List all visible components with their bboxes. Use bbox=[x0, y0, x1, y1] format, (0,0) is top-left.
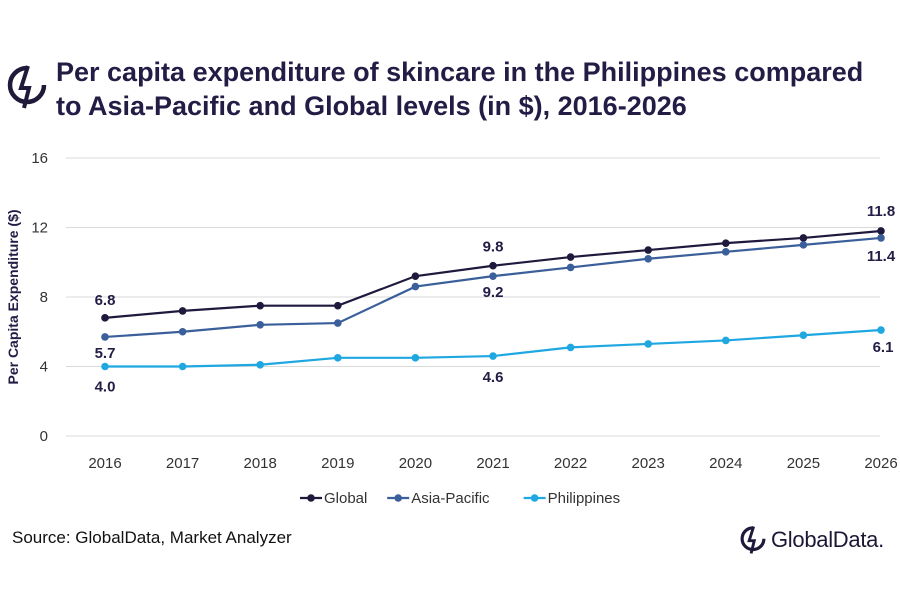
data-point-global bbox=[101, 314, 109, 322]
data-point-philippines bbox=[256, 360, 265, 369]
x-tick-label: 2019 bbox=[321, 455, 354, 472]
data-label: 9.8 bbox=[483, 239, 504, 256]
data-point-asia-pacific bbox=[566, 263, 575, 272]
chart-title: Per capita expenditure of skincare in th… bbox=[56, 57, 864, 121]
data-label: 11.8 bbox=[867, 203, 895, 220]
data-point-global bbox=[489, 261, 497, 270]
data-point-asia-pacific bbox=[489, 272, 497, 280]
data-label: 6.8 bbox=[95, 292, 116, 309]
x-tick-label: 2022 bbox=[554, 455, 587, 472]
data-point-global bbox=[722, 239, 730, 247]
data-point-asia-pacific bbox=[101, 333, 109, 341]
data-point-global bbox=[334, 301, 342, 310]
series-line-philippines bbox=[105, 328, 882, 368]
legend-label: Asia-Pacific bbox=[411, 490, 490, 507]
data-point-global bbox=[178, 307, 187, 315]
footer-divider bbox=[0, 510, 900, 511]
data-point-asia-pacific bbox=[411, 282, 420, 291]
data-label: 11.4 bbox=[867, 248, 896, 265]
data-label: 9.2 bbox=[483, 284, 504, 301]
x-tick-label: 2021 bbox=[476, 455, 509, 472]
x-tick-label: 2025 bbox=[787, 455, 820, 472]
legend-marker bbox=[307, 494, 315, 502]
legend-label: Philippines bbox=[548, 490, 621, 507]
data-point-asia-pacific bbox=[178, 327, 187, 336]
data-point-philippines bbox=[334, 354, 342, 362]
data-point-philippines bbox=[411, 354, 420, 362]
globaldata-brand-icon bbox=[740, 526, 766, 554]
data-point-philippines bbox=[644, 340, 652, 348]
source-note: Source: GlobalData, Market Analyzer bbox=[12, 528, 292, 547]
data-point-philippines bbox=[799, 331, 808, 340]
y-axis-label: Per Capita Expenditure ($) bbox=[5, 209, 21, 384]
globaldata-logo-icon bbox=[7, 65, 47, 109]
legend-label: Global bbox=[324, 490, 367, 507]
x-tick-label: 2017 bbox=[166, 455, 199, 472]
data-point-global bbox=[877, 227, 885, 235]
y-tick-label: 16 bbox=[31, 150, 48, 167]
data-point-global bbox=[411, 272, 420, 280]
x-tick-label: 2020 bbox=[399, 455, 432, 472]
data-label: 5.7 bbox=[95, 345, 116, 362]
x-tick-label: 2024 bbox=[709, 455, 742, 472]
legend-marker bbox=[394, 494, 403, 502]
data-point-philippines bbox=[566, 343, 575, 352]
data-point-global bbox=[799, 234, 808, 242]
y-tick-label: 12 bbox=[31, 220, 48, 237]
data-label: 6.1 bbox=[873, 339, 894, 356]
data-point-asia-pacific bbox=[256, 321, 265, 329]
brand-name: GlobalData. bbox=[771, 527, 884, 552]
data-point-philippines bbox=[101, 362, 109, 371]
x-tick-label: 2026 bbox=[864, 455, 897, 472]
data-point-asia-pacific bbox=[722, 248, 730, 256]
data-point-philippines bbox=[722, 336, 730, 345]
data-point-asia-pacific bbox=[799, 241, 808, 249]
data-point-global bbox=[256, 301, 265, 310]
data-point-philippines bbox=[877, 326, 885, 334]
x-tick-label: 2016 bbox=[88, 455, 121, 472]
y-tick-label: 4 bbox=[40, 359, 48, 376]
data-point-asia-pacific bbox=[334, 319, 342, 327]
data-point-global bbox=[566, 253, 575, 261]
data-label: 4.6 bbox=[483, 369, 504, 386]
data-label: 4.0 bbox=[95, 379, 116, 396]
data-point-philippines bbox=[178, 362, 187, 371]
x-tick-label: 2018 bbox=[244, 455, 277, 472]
legend-marker bbox=[530, 494, 539, 502]
x-tick-label: 2023 bbox=[632, 455, 665, 472]
data-point-global bbox=[644, 246, 652, 254]
line-chart: 0 4 8 12 16 2016 2017 2018 2019 2020 2021 2022 2023 2… bbox=[5, 150, 898, 507]
data-point-philippines bbox=[489, 352, 497, 360]
brand-logo: GlobalData. bbox=[740, 522, 884, 558]
y-tick-label: 8 bbox=[40, 289, 48, 306]
data-point-asia-pacific bbox=[644, 254, 652, 263]
data-point-asia-pacific bbox=[877, 234, 885, 242]
y-tick-label: 0 bbox=[40, 428, 48, 445]
